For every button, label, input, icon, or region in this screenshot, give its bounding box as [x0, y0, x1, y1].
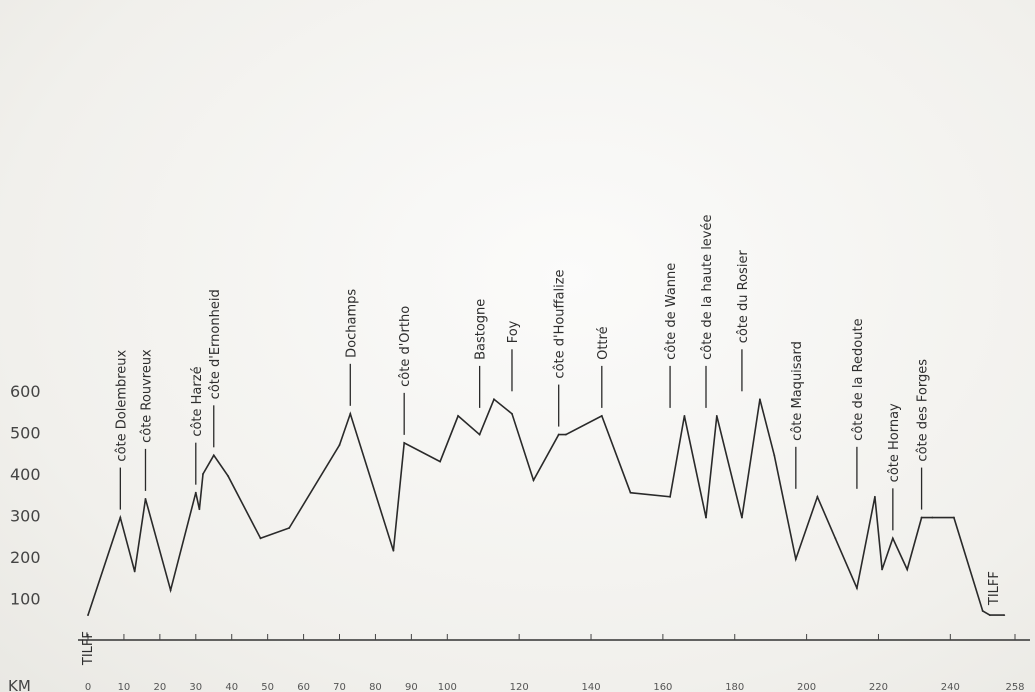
x-tick-label: 120: [510, 682, 529, 692]
annotation-label: côte des Forges: [916, 359, 931, 462]
annotation-label: côte de la Redoute: [851, 318, 866, 440]
profile-point: [856, 587, 858, 590]
annotation-label: côte d'Houffalize: [553, 269, 568, 378]
y-tick-label: 500: [10, 424, 41, 443]
x-tick-label: 10: [118, 682, 131, 692]
profile-point: [988, 614, 991, 616]
profile-point: [600, 415, 603, 417]
annotation-label: côte Maquisard: [790, 341, 805, 441]
elevation-profile-line: [87, 398, 1005, 616]
profile-point: [198, 508, 201, 511]
annotation-label: Ottré: [596, 326, 611, 359]
profile-point: [212, 454, 215, 457]
profile-point: [349, 412, 352, 415]
profile-point: [931, 516, 934, 519]
profile-point: [457, 415, 459, 417]
x-tick-label: 180: [725, 682, 744, 692]
profile-point: [715, 415, 718, 417]
profile-point: [288, 527, 291, 529]
profile-point: [259, 537, 262, 540]
x-tick-label: 80: [369, 682, 382, 692]
annotation-label: TILFF: [987, 571, 1002, 606]
x-tick-label: 240: [941, 682, 960, 692]
annotation-label: côte du Rosier: [736, 250, 751, 344]
profile-point: [133, 570, 136, 573]
y-tick-label: 200: [10, 548, 41, 567]
x-tick-label: 220: [869, 682, 888, 692]
profile-point: [144, 498, 147, 500]
x-tick-label: 70: [333, 682, 346, 692]
x-tick-label: 60: [297, 682, 310, 692]
annotation-label: côte Rouvreux: [139, 349, 154, 443]
profile-point: [906, 568, 909, 571]
profile-point: [87, 614, 89, 616]
x-tick-label: 160: [653, 682, 672, 692]
annotation-label: côte d'Ernonheid: [208, 289, 223, 399]
profile-point: [403, 441, 406, 444]
annotation-label: côte Harzé: [190, 366, 205, 436]
profile-point: [493, 398, 495, 401]
x-tick-label: 90: [405, 682, 418, 692]
profile-point: [227, 475, 230, 477]
annotation-label: Bastogne: [474, 299, 489, 360]
annotation-label: Dochamps: [344, 289, 359, 358]
annotation-label: côte d'Ortho: [398, 306, 413, 387]
profile-point: [920, 516, 923, 519]
profile-point: [338, 444, 341, 446]
y-tick-label: 400: [10, 465, 41, 484]
profile-point: [891, 537, 894, 540]
annotation-label: côte Hornay: [887, 403, 902, 482]
profile-point: [511, 412, 513, 415]
profile-point: [881, 568, 883, 571]
profile-point: [532, 479, 535, 482]
x-tick-label: 0: [85, 682, 91, 692]
y-tick-label: 300: [10, 507, 41, 526]
profile-point: [392, 549, 395, 552]
profile-point: [564, 433, 567, 436]
profile-point: [194, 491, 197, 494]
profile-point: [629, 491, 632, 494]
profile-point: [705, 516, 707, 519]
x-tick-label: 100: [438, 682, 457, 692]
profile-point: [1003, 614, 1006, 616]
profile-point: [169, 589, 172, 592]
profile-point: [439, 460, 442, 463]
annotation-label: Foy: [506, 320, 521, 343]
profile-point: [202, 473, 204, 475]
profile-point: [119, 516, 122, 519]
profile-point: [794, 558, 797, 560]
annotation-label: côte de Wanne: [664, 263, 679, 360]
profile-point: [758, 398, 761, 401]
y-tick-label: 100: [10, 590, 41, 609]
annotation-label: côte Dolembreux: [114, 349, 129, 461]
profile-point: [741, 516, 743, 519]
profile-point: [683, 415, 686, 417]
profile-point: [834, 537, 837, 540]
x-tick-label: 20: [153, 682, 166, 692]
profile-point: [981, 610, 984, 612]
x-axis-label: KM: [8, 677, 31, 692]
annotation-label: côte de la haute levée: [700, 214, 715, 359]
x-tick-label: 200: [797, 682, 816, 692]
x-tick-label: 140: [581, 682, 600, 692]
x-tick-label: 50: [261, 682, 274, 692]
x-tick-label: 40: [225, 682, 238, 692]
profile-point: [557, 433, 560, 436]
profile-point: [669, 495, 671, 498]
profile-point: [816, 495, 819, 498]
profile-point: [953, 516, 955, 519]
x-tick-label: 30: [189, 682, 202, 692]
annotation-label: TILFF: [81, 631, 96, 666]
profile-point: [773, 454, 776, 457]
profile-point: [478, 433, 481, 436]
y-tick-label: 600: [10, 382, 41, 401]
profile-point: [873, 495, 876, 498]
x-tick-label: 258: [1005, 682, 1024, 692]
